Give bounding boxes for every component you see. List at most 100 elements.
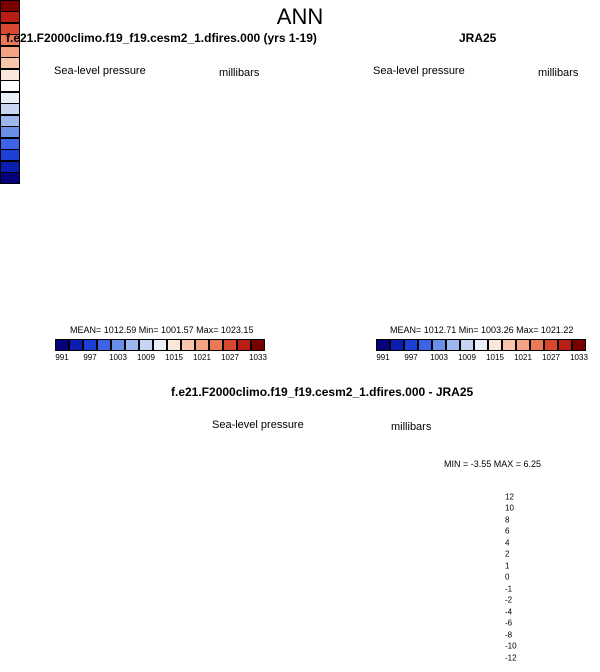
- colorbar-tick-label: -4: [505, 607, 513, 616]
- coastline-eurasia: [463, 134, 575, 221]
- panel2-colorbar: [375, 339, 586, 351]
- colorbar-tick-label: 0: [505, 572, 510, 582]
- colorbar-tick-label: 1033: [570, 353, 588, 362]
- panel2-stats: MEAN= 1012.71 Min= 1003.26 Max= 1021.22: [390, 325, 574, 335]
- colorbar-swatch: [110, 339, 125, 351]
- colorbar-tick-label: 1033: [249, 353, 267, 362]
- colorbar-tick-label: 1027: [542, 353, 560, 362]
- colorbar-swatch: [0, 149, 20, 161]
- colorbar-swatch: [138, 339, 153, 351]
- colorbar-swatch: [250, 339, 265, 351]
- colorbar-swatch: [96, 339, 111, 351]
- coastline-europe: [199, 213, 236, 286]
- coastline-europe: [367, 560, 404, 633]
- colorbar-swatch: [152, 339, 167, 351]
- panel3-right-label: millibars: [391, 421, 432, 433]
- colorbar-swatch: [166, 339, 181, 351]
- colorbar-swatch: [0, 91, 20, 104]
- coastline-greenland: [337, 546, 384, 613]
- negative-anomaly-core: [358, 577, 418, 617]
- colorbar-swatch: [571, 339, 586, 351]
- panel1-stats: MEAN= 1012.59 Min= 1001.57 Max= 1023.15: [70, 325, 254, 335]
- coastline-greenland: [488, 199, 535, 266]
- colorbar-swatch: [0, 172, 20, 184]
- colorbar-tick-label: 1027: [221, 353, 239, 362]
- coastline-archipelago: [287, 526, 314, 550]
- colorbar-tick-label: 991: [376, 353, 390, 362]
- coastline-north-america: [50, 179, 161, 291]
- panel3-left-label: Sea-level pressure: [212, 419, 304, 431]
- positive-anomaly-core: [223, 444, 303, 475]
- colorbar-swatch: [0, 103, 20, 115]
- panel1-left-label: Sea-level pressure: [54, 65, 146, 77]
- high-pressure-pacific: [50, 150, 110, 290]
- low-pressure-core: [102, 250, 138, 270]
- panel1-title: f.e21.F2000climo.f19_f19.cesm2_1.dfires.…: [6, 31, 317, 45]
- colorbar-tick-label: 991: [55, 353, 69, 362]
- colorbar-tick-label: 1021: [193, 353, 211, 362]
- colorbar-tick-label: 10: [505, 503, 514, 513]
- panel1-right-label: millibars: [219, 67, 260, 79]
- panel1-colorbar: [54, 339, 265, 351]
- colorbar-swatch: [0, 137, 20, 150]
- colorbar-tick-label: -10: [505, 641, 517, 651]
- colorbar-tick-label: -1: [505, 584, 513, 593]
- coastline-eurasia: [144, 134, 256, 221]
- coastline-eurasia: [312, 481, 424, 568]
- panel3-colorbar: [0, 0, 20, 184]
- colorbar-swatch: [543, 339, 558, 351]
- colorbar-swatch: [0, 57, 20, 69]
- colorbar-swatch: [180, 339, 195, 351]
- low-pressure-core: [421, 250, 457, 270]
- colorbar-tick-label: 12: [505, 492, 514, 501]
- colorbar-swatch: [68, 339, 83, 351]
- colorbar-tick-label: -12: [505, 653, 517, 662]
- coastline-north-america: [217, 526, 329, 638]
- colorbar-swatch: [0, 45, 20, 58]
- colorbar-tick-label: 1003: [109, 353, 127, 362]
- panel1-colorbar-ticks: 991 997 1003 1009 1015 1021 1027 1033: [55, 353, 267, 363]
- colorbar-swatch: [459, 339, 474, 351]
- colorbar-swatch: [0, 68, 20, 81]
- colorbar-swatch: [0, 114, 20, 127]
- positive-anomaly-west: [215, 517, 253, 637]
- panel2-colorbar-ticks: 991 997 1003 1009 1015 1021 1027 1033: [376, 353, 588, 363]
- colorbar-tick-label: 6: [505, 526, 510, 536]
- colorbar-swatch: [529, 339, 544, 351]
- colorbar-swatch: [403, 339, 418, 351]
- panel2-right-label: millibars: [538, 67, 579, 79]
- high-pressure-core: [257, 160, 270, 210]
- colorbar-swatch: [501, 339, 516, 351]
- colorbar-swatch: [473, 339, 488, 351]
- colorbar-swatch: [194, 339, 209, 351]
- coastline-archipelago: [119, 179, 146, 203]
- colorbar-swatch: [0, 80, 20, 92]
- colorbar-swatch: [431, 339, 446, 351]
- colorbar-tick-label: 1015: [486, 353, 504, 362]
- colorbar-tick-label: 4: [505, 538, 510, 547]
- colorbar-swatch: [557, 339, 572, 351]
- colorbar-tick-label: -6: [505, 618, 513, 628]
- colorbar-swatch: [487, 339, 502, 351]
- colorbar-swatch: [82, 339, 97, 351]
- colorbar-swatch: [54, 339, 69, 351]
- colorbar-tick-label: 1003: [430, 353, 448, 362]
- colorbar-tick-label: 2: [505, 549, 510, 559]
- colorbar-swatch: [0, 126, 20, 138]
- colorbar-swatch: [0, 160, 20, 173]
- near-zero-anomaly: [308, 552, 348, 582]
- colorbar-tick-label: 1009: [458, 353, 476, 362]
- coastline-north-america: [369, 179, 480, 291]
- low-pressure-iceland: [409, 225, 499, 275]
- colorbar-swatch: [124, 339, 139, 351]
- colorbar-swatch: [208, 339, 223, 351]
- colorbar-tick-label: 1009: [137, 353, 155, 362]
- colorbar-tick-label: 1021: [514, 353, 532, 362]
- coastline-greenland: [169, 199, 216, 266]
- colorbar-tick-label: 997: [404, 353, 418, 362]
- colorbar-swatch: [375, 339, 390, 351]
- colorbar-tick-label: 8: [505, 515, 510, 524]
- colorbar-swatch: [515, 339, 530, 351]
- coastline-archipelago: [438, 179, 465, 203]
- colorbar-swatch: [236, 339, 251, 351]
